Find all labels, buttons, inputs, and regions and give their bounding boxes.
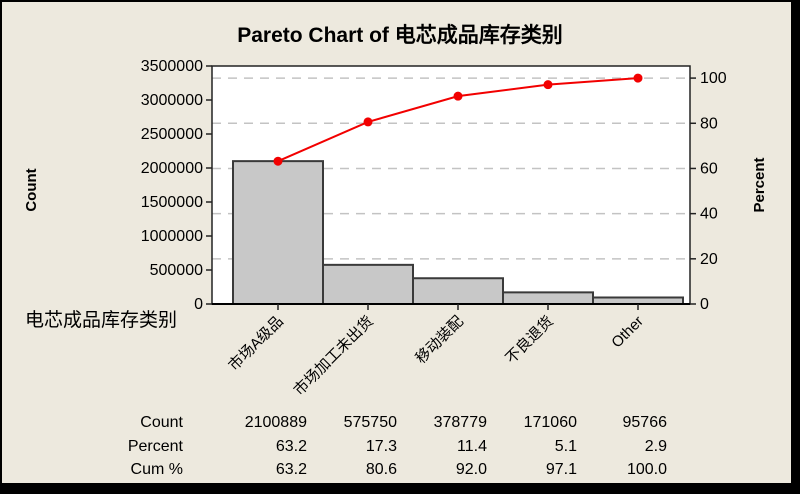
table-cell: 5.1 <box>555 438 577 455</box>
cumulative-point <box>453 91 463 101</box>
cumulative-line <box>273 73 643 166</box>
category-label: 移动装配 <box>412 313 466 367</box>
percent-tick-label: 60 <box>700 160 718 177</box>
table-cell: 92.0 <box>456 461 487 478</box>
count-tick-label: 3500000 <box>141 58 203 75</box>
pareto-bars <box>232 160 684 306</box>
summary-table: Count 2100889 575750 378779 171060 95766 Perce… <box>128 414 667 478</box>
table-cell: 63.2 <box>276 461 307 478</box>
count-tick-label: 2000000 <box>141 160 203 177</box>
table-cell: 95766 <box>623 414 668 431</box>
category-labels: 市场A级品 市场加工未出货 移动装配 不良退货 Other <box>225 313 647 399</box>
table-cell: 97.1 <box>546 461 577 478</box>
count-axis-title: Count <box>23 168 40 211</box>
bar <box>322 263 414 305</box>
cumulative-point <box>633 73 643 83</box>
count-tick-label: 1000000 <box>141 228 203 245</box>
count-tick-label: 2500000 <box>141 126 203 143</box>
table-cell: 171060 <box>524 414 577 431</box>
percent-axis-title: Percent <box>751 157 768 212</box>
table-cell: 2.9 <box>645 438 667 455</box>
category-label: Other <box>608 313 647 352</box>
category-label: 市场A级品 <box>225 313 287 375</box>
category-label: 不良退货 <box>502 313 556 367</box>
table-cell: 63.2 <box>276 438 307 455</box>
cumulative-point <box>273 156 283 166</box>
percent-tick-label: 80 <box>700 115 718 132</box>
table-row-label: Count <box>140 414 183 431</box>
cumulative-point <box>363 117 373 127</box>
percent-tick-label: 100 <box>700 70 727 87</box>
table-cell: 11.4 <box>457 438 487 455</box>
cumulative-point <box>543 80 553 90</box>
bar <box>232 160 324 305</box>
count-tick-label: 0 <box>194 296 203 313</box>
category-label: 市场加工未出货 <box>291 313 377 399</box>
category-axis-title: 电芯成品库存类别 <box>25 309 177 331</box>
table-cell: 100.0 <box>627 461 667 478</box>
percent-tick-label: 40 <box>700 206 718 223</box>
axes-and-ticks: 0 500000 1000000 1500000 2000000 2500000 30000… <box>141 58 727 313</box>
table-cell: 378779 <box>434 414 487 431</box>
chart-title: Pareto Chart of 电芯成品库存类别 <box>237 23 563 47</box>
count-tick-label: 3000000 <box>141 92 203 109</box>
bar <box>502 291 594 305</box>
table-cell: 2100889 <box>245 414 307 431</box>
table-row-label: Percent <box>128 438 184 455</box>
count-tick-label: 1500000 <box>141 194 203 211</box>
bar <box>412 277 504 306</box>
count-tick-label: 500000 <box>150 262 203 279</box>
percent-tick-label: 20 <box>700 251 718 268</box>
table-row-label: Cum % <box>131 461 183 478</box>
table-cell: 575750 <box>344 414 397 431</box>
percent-tick-label: 0 <box>700 296 709 313</box>
table-cell: 17.3 <box>366 438 397 455</box>
table-cell: 80.6 <box>366 461 397 478</box>
